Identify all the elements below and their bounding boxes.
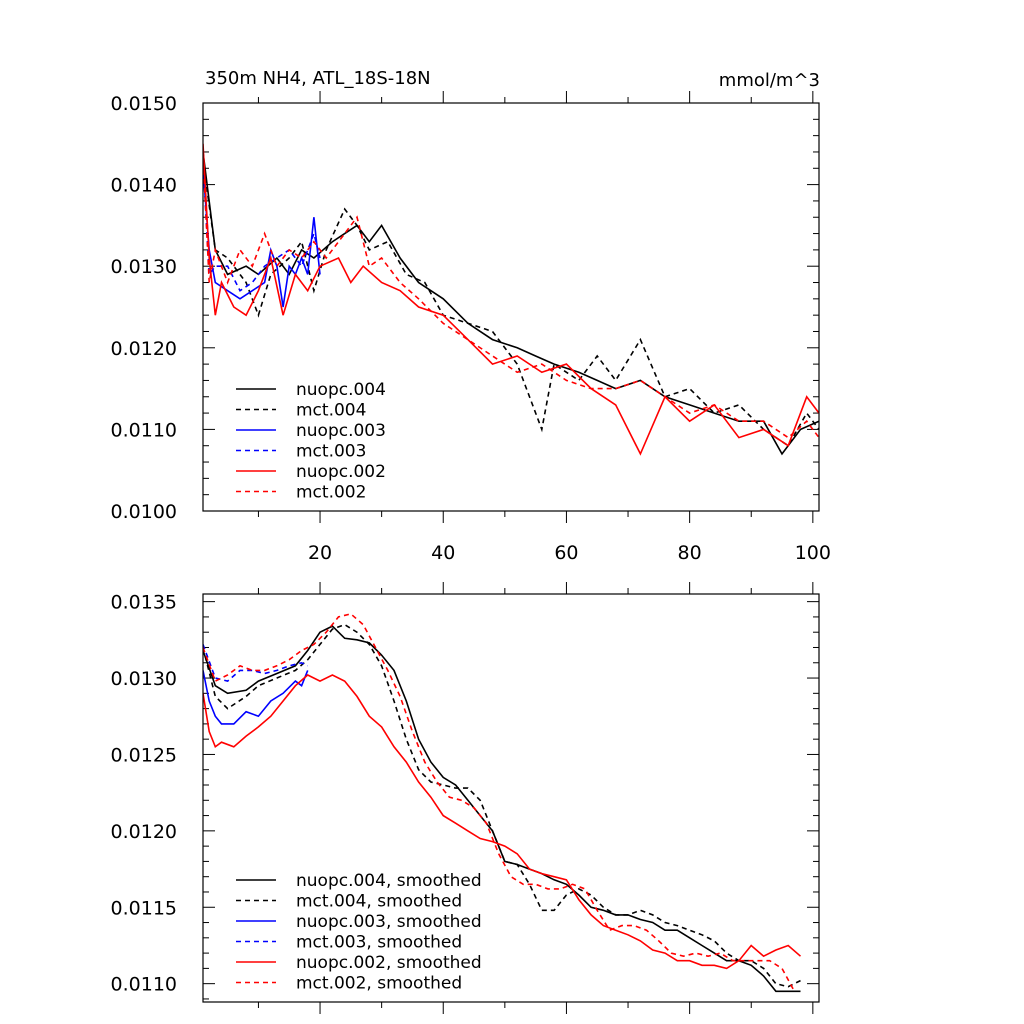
y-tick-label: 0.0125 [111, 744, 177, 766]
series-line-mct-003-smoothed [203, 644, 309, 682]
legend-label: nuopc.003 [296, 421, 386, 441]
y-tick-label: 0.0110 [111, 419, 177, 441]
y-tick-label: 0.0110 [111, 974, 177, 996]
legend-label: nuopc.004, smoothed [296, 871, 482, 891]
legend-label: nuopc.002 [296, 462, 386, 482]
y-tick-label: 0.0130 [111, 668, 177, 690]
legend-label: mct.003, smoothed [296, 933, 462, 953]
series-line-nuopc-003-smoothed [203, 670, 309, 725]
x-tick-label: 60 [554, 542, 578, 564]
y-tick-label: 0.0100 [111, 501, 177, 523]
y-tick-label: 0.0140 [111, 175, 177, 197]
legend-label: mct.002 [296, 483, 366, 503]
x-tick-label: 80 [678, 542, 702, 564]
legend-label: mct.004, smoothed [296, 892, 462, 912]
legend-label: nuopc.004 [296, 380, 386, 400]
x-tick-label: 40 [431, 542, 455, 564]
series-line-mct-002-smoothed [203, 613, 796, 992]
y-tick-label: 0.0130 [111, 256, 177, 278]
y-tick-label: 0.0115 [111, 897, 177, 919]
series-line-mct-004 [203, 159, 819, 447]
units-label: mmol/m^3 [719, 70, 820, 91]
legend-label: mct.003 [296, 442, 366, 462]
legend-label: nuopc.002, smoothed [296, 953, 482, 973]
chart-title: 350m NH4, ATL_18S-18N [205, 68, 431, 89]
legend-label: mct.002, smoothed [296, 974, 462, 994]
series-line-nuopc-004 [203, 151, 819, 456]
y-tick-label: 0.0120 [111, 338, 177, 360]
series-line-nuopc-002-smoothed [203, 674, 802, 970]
y-tick-label: 0.0135 [111, 592, 177, 614]
series-line-nuopc-004-smoothed [203, 625, 801, 993]
x-tick-label: 20 [308, 542, 332, 564]
bottom-panel: 0.0110 0.0115 0.0120 0.0125 0.0130 0.0135 nuo… [111, 582, 820, 1014]
plot-frame-bottom [202, 593, 820, 1003]
legend-label: mct.004 [296, 401, 366, 421]
top-panel: 350m NH4, ATL_18S-18N mmol/m^3 0.0100 0.0… [111, 68, 831, 564]
x-tick-label: 100 [795, 542, 831, 564]
legend-top: nuopc.004mct.004nuopc.003mct.003nuopc.00… [236, 380, 386, 503]
y-tick-label: 0.0150 [111, 93, 177, 115]
series-line-nuopc-002 [203, 143, 819, 456]
series-line-mct-004-smoothed [203, 623, 801, 988]
plot-frame-top [202, 102, 820, 512]
legend-label: nuopc.003, smoothed [296, 912, 482, 932]
y-tick-label: 0.0120 [111, 821, 177, 843]
series-line-mct-002 [203, 151, 819, 439]
series-line-mct-003 [203, 160, 321, 292]
